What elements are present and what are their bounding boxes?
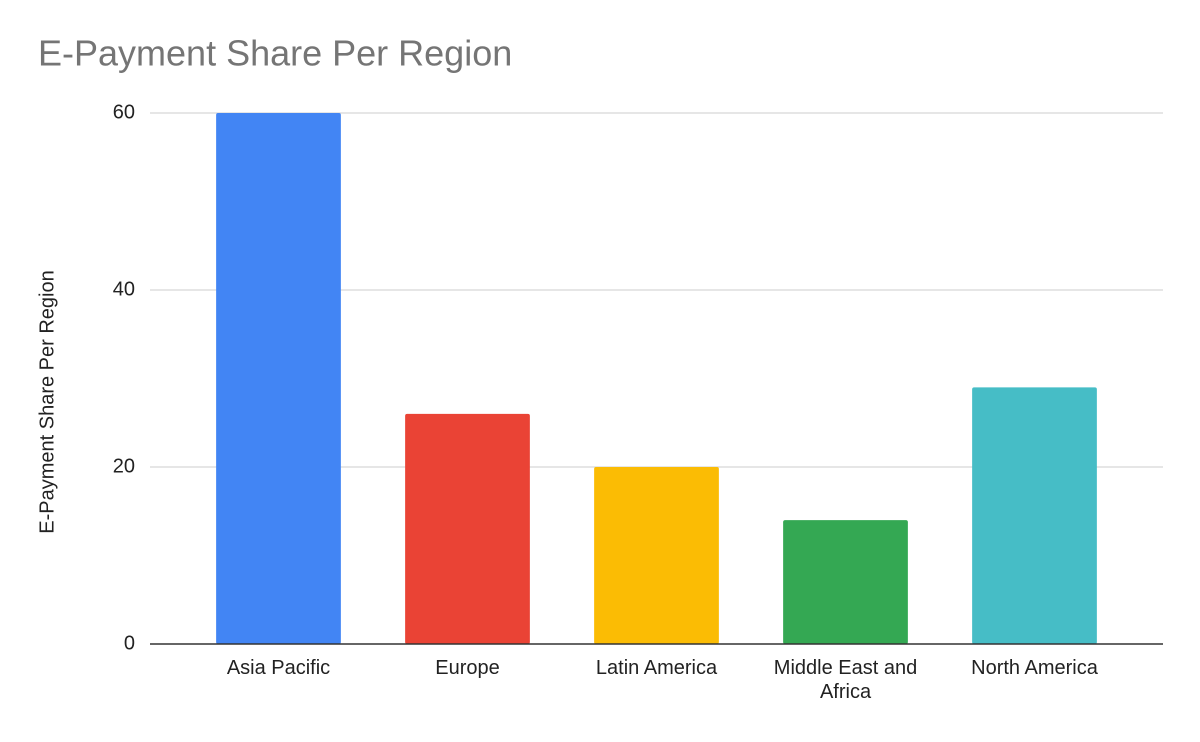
x-tick-label: Middle East and Africa	[773, 657, 918, 703]
bar	[972, 387, 1097, 644]
y-tick-label: 40	[113, 278, 135, 300]
bar	[216, 113, 341, 644]
x-tick-label: Asia Pacific	[226, 657, 331, 679]
y-tick-label: 20	[113, 455, 135, 477]
x-tick-label: Europe	[435, 657, 500, 679]
bar	[783, 520, 908, 644]
y-tick-label: 0	[124, 632, 135, 654]
bar	[405, 413, 530, 644]
x-tick-label: Latin America	[595, 657, 718, 679]
chart-title: E-Payment Share Per Region	[38, 33, 512, 74]
bar	[594, 467, 719, 644]
x-tick-label: North America	[971, 657, 1098, 679]
y-tick-label: 60	[113, 101, 135, 123]
y-axis-label: E-Payment Share Per Region	[36, 270, 58, 533]
